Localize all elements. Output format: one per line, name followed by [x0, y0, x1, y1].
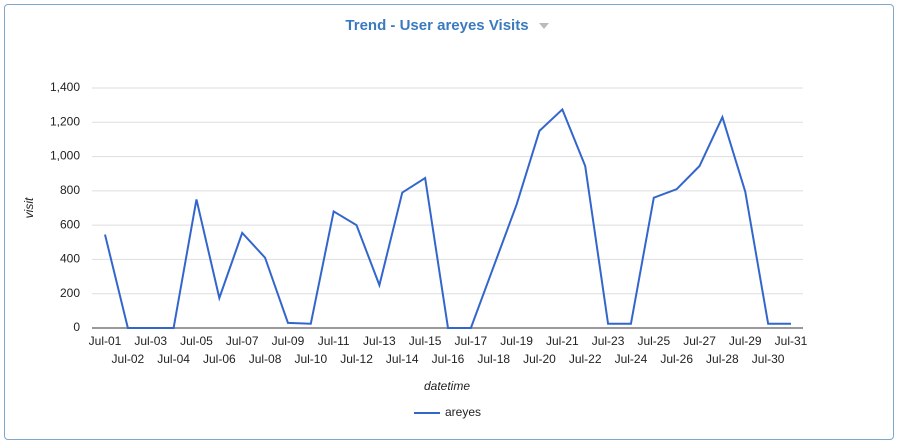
x-tick-label: Jul-19: [500, 334, 533, 348]
x-tick-label: Jul-09: [272, 334, 305, 348]
x-tick-label: Jul-28: [706, 352, 739, 366]
y-tick-label: 400: [60, 252, 80, 266]
x-tick-label: Jul-14: [386, 352, 419, 366]
x-tick-label: Jul-30: [752, 352, 785, 366]
x-tick-label: Jul-03: [134, 334, 167, 348]
x-tick-label: Jul-20: [523, 352, 556, 366]
x-tick-label: Jul-12: [340, 352, 373, 366]
x-tick-label: Jul-05: [180, 334, 213, 348]
y-tick-label: 0: [73, 320, 80, 334]
x-tick-label: Jul-06: [203, 352, 236, 366]
x-tick-label: Jul-18: [477, 352, 510, 366]
y-axis-title: visit: [22, 197, 36, 218]
x-tick-label: Jul-08: [249, 352, 282, 366]
x-tick-label: Jul-31: [775, 334, 808, 348]
chart-title: Trend - User areyes Visits: [345, 17, 528, 34]
x-tick-label: Jul-24: [615, 352, 648, 366]
x-tick-label: Jul-29: [729, 334, 762, 348]
chart-frame: [4, 4, 894, 440]
y-tick-label: 200: [60, 286, 80, 300]
x-tick-label: Jul-21: [546, 334, 579, 348]
x-tick-label: Jul-27: [683, 334, 716, 348]
x-tick-label: Jul-26: [660, 352, 693, 366]
x-tick-label: Jul-23: [592, 334, 625, 348]
dropdown-arrow[interactable]: [539, 23, 549, 29]
x-tick-label: Jul-25: [637, 334, 670, 348]
x-tick-label: Jul-02: [112, 352, 145, 366]
x-tick-label: Jul-16: [432, 352, 465, 366]
x-tick-label: Jul-13: [363, 334, 396, 348]
x-tick-label: Jul-10: [294, 352, 327, 366]
x-tick-label: Jul-04: [157, 352, 190, 366]
y-tick-label: 600: [60, 217, 80, 231]
x-tick-label: Jul-15: [409, 334, 442, 348]
y-tick-label: 1,200: [50, 114, 80, 128]
y-tick-label: 1,000: [50, 149, 80, 163]
x-tick-label: Jul-17: [455, 334, 488, 348]
y-tick-label: 1,400: [50, 80, 80, 94]
x-tick-label: Jul-11: [318, 334, 350, 348]
legend-label: areyes: [445, 405, 481, 419]
x-tick-label: Jul-22: [569, 352, 602, 366]
data-line: [104, 107, 791, 329]
x-axis-title: datetime: [424, 379, 470, 393]
y-tick-label: 800: [60, 183, 80, 197]
x-tick-label: Jul-01: [89, 334, 122, 348]
x-tick-label: Jul-07: [226, 334, 259, 348]
